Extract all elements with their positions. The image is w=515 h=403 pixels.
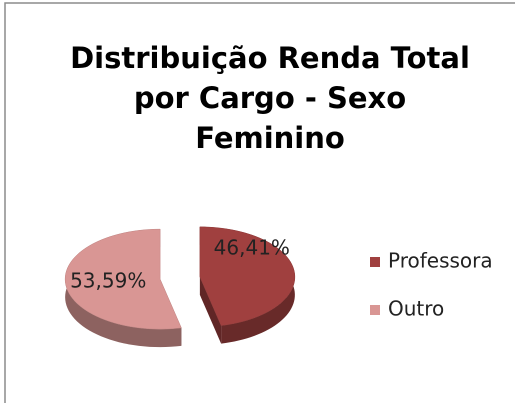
legend-swatch [370,305,380,315]
slice [199,226,296,326]
slice [64,228,182,330]
data-label: 53,59% [70,269,146,293]
legend-label: Outro [388,297,444,321]
slice-side [199,276,222,344]
legend-swatch [370,257,380,267]
chart-title: Distribuição Renda Total por Cargo - Sex… [70,41,470,155]
data-label: 46,41% [214,235,290,259]
frame [4,2,515,403]
legend-label: Professora [388,249,493,273]
